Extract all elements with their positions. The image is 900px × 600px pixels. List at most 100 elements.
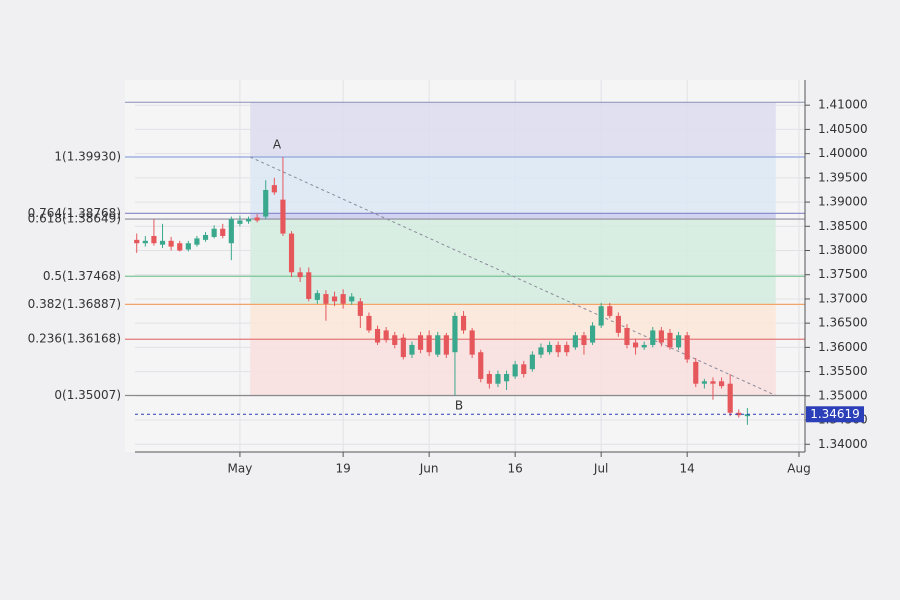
candle-body xyxy=(581,335,587,345)
candle-body xyxy=(521,364,527,375)
candle-body xyxy=(400,337,406,358)
candle-body xyxy=(512,364,518,377)
fib-level-label: 0.5(1.37468) xyxy=(43,269,121,283)
candle-body xyxy=(564,344,570,353)
candle-body xyxy=(202,235,209,240)
candle-body xyxy=(314,293,320,300)
candle-body xyxy=(538,347,544,355)
last-price-box xyxy=(806,406,864,423)
candle-body xyxy=(288,233,295,273)
candle-body xyxy=(718,381,725,387)
candle-body xyxy=(589,325,596,343)
y-tick-label: 1.37500 xyxy=(818,267,868,281)
y-tick-label: 1.34000 xyxy=(818,437,868,451)
candle-body xyxy=(228,219,234,244)
candle-body xyxy=(598,306,604,326)
candle-body xyxy=(650,330,656,345)
x-tick-label: Jul xyxy=(593,462,608,476)
candle-body xyxy=(323,294,329,304)
candle-body xyxy=(452,315,458,353)
fib-level-label: 0.618(1.38649) xyxy=(28,212,121,226)
candle-body xyxy=(151,235,157,244)
x-tick-label: Aug xyxy=(787,462,810,476)
candle-body xyxy=(701,381,707,384)
candle-body xyxy=(503,374,510,382)
candle-body xyxy=(194,238,200,245)
candle-body xyxy=(658,330,664,343)
annotation: A xyxy=(273,138,282,152)
candle-body xyxy=(220,228,226,236)
y-tick-label: 1.39500 xyxy=(818,170,868,184)
candle-body xyxy=(426,335,432,353)
y-tick-label: 1.36500 xyxy=(818,316,868,330)
fib-zone xyxy=(250,304,776,340)
candle-body xyxy=(306,272,312,299)
last-price-label: 1.34619 xyxy=(810,407,860,421)
candle-body xyxy=(254,217,260,221)
candle-body xyxy=(495,374,501,384)
candle-body xyxy=(177,243,183,251)
y-tick-label: 1.40000 xyxy=(818,146,868,160)
y-tick-label: 1.35000 xyxy=(818,388,868,402)
candle-body xyxy=(211,228,217,237)
x-tick-label: 16 xyxy=(508,462,523,476)
candle-body xyxy=(727,383,733,413)
candle-body xyxy=(667,332,673,348)
candle-body xyxy=(684,335,690,360)
y-tick-label: 1.41000 xyxy=(818,98,868,112)
candle-body xyxy=(546,344,553,353)
candle-body xyxy=(736,412,742,416)
candle-body xyxy=(392,335,398,345)
candle-body xyxy=(529,354,535,370)
candle-body xyxy=(349,296,355,302)
fib-level-label: 0.764(1.38768) xyxy=(28,206,121,220)
candle-body xyxy=(366,315,372,331)
candle-body xyxy=(478,352,484,379)
y-tick-label: 1.39000 xyxy=(818,195,868,209)
candle-body xyxy=(607,306,613,316)
candle-body xyxy=(280,199,286,234)
candle-body xyxy=(443,335,449,355)
candle-body xyxy=(409,344,415,355)
y-tick-label: 1.38000 xyxy=(818,243,868,257)
candle-body xyxy=(374,328,381,343)
candle-body xyxy=(486,374,492,384)
y-tick-label: 1.40500 xyxy=(818,122,868,136)
x-tick-label: 19 xyxy=(335,462,350,476)
candle-body xyxy=(710,381,716,384)
y-tick-label: 1.38500 xyxy=(818,219,868,233)
candle-body xyxy=(142,240,148,244)
fib-zone xyxy=(250,157,776,214)
candle-body xyxy=(469,330,475,355)
x-tick-label: Jun xyxy=(419,462,439,476)
candle-body xyxy=(435,335,441,355)
fib-zone xyxy=(250,213,776,220)
candle-body xyxy=(675,335,682,348)
candle-body xyxy=(297,272,303,278)
candle-body xyxy=(263,189,269,217)
x-tick-label: 14 xyxy=(680,462,695,476)
candle-body xyxy=(624,328,630,345)
candle-body xyxy=(340,294,346,304)
fib-level-label: 0.236(1.36168) xyxy=(28,332,121,346)
candle-body xyxy=(245,219,252,222)
candle-body xyxy=(357,301,363,316)
fib-level-label: 0.382(1.36887) xyxy=(28,297,121,311)
fib-zone xyxy=(250,276,776,305)
candle-body xyxy=(134,239,140,244)
candle-body xyxy=(555,344,561,353)
candle-body xyxy=(641,344,647,348)
candle-body xyxy=(383,330,389,341)
candle-body xyxy=(615,315,621,333)
fib-level-label: 0(1.35007) xyxy=(54,388,121,402)
y-tick-label: 1.35500 xyxy=(818,364,868,378)
candle-body xyxy=(185,243,191,250)
candle-body xyxy=(572,335,578,348)
candle-body xyxy=(693,361,699,384)
candle-body xyxy=(744,414,750,417)
candle-body xyxy=(159,240,166,245)
y-tick-label: 1.36000 xyxy=(818,340,868,354)
candle-body xyxy=(237,220,243,224)
x-tick-label: May xyxy=(228,462,253,476)
